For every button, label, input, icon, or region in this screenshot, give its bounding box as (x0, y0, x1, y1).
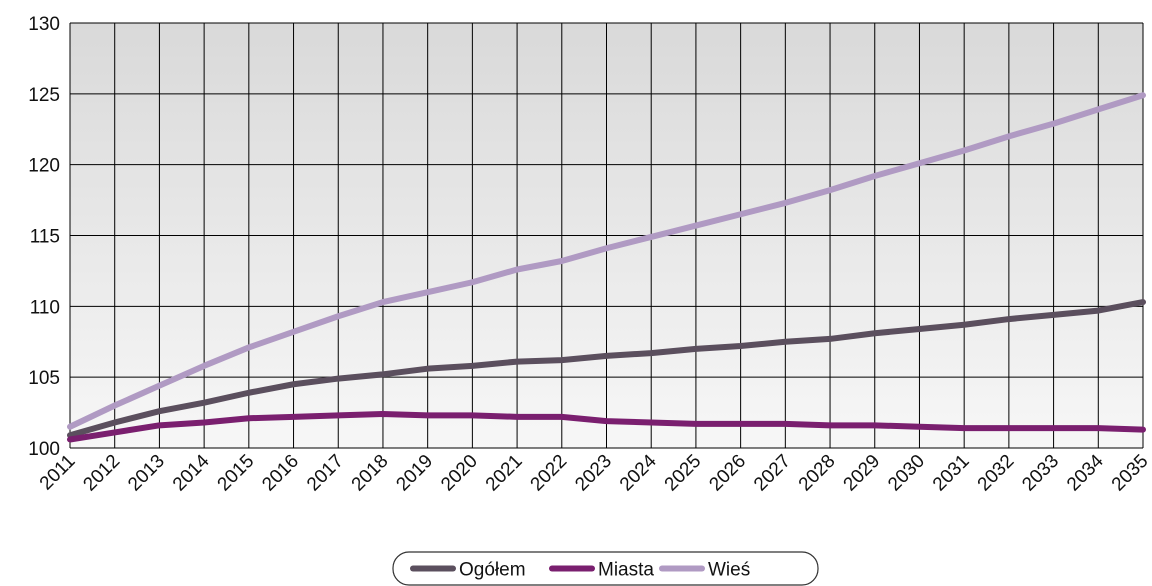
y-tick-label: 105 (28, 368, 60, 389)
y-tick-label: 120 (28, 156, 60, 177)
y-tick-label: 130 (28, 14, 60, 35)
x-tick-label: 2016 (258, 451, 303, 496)
x-tick-label: 2019 (392, 451, 437, 496)
y-tick-label: 100 (28, 439, 60, 460)
x-tick-label: 2031 (929, 451, 974, 496)
legend: Ogółem Miasta Wieś (392, 551, 819, 586)
x-tick-label: 2018 (348, 451, 393, 496)
series-line (67, 299, 1146, 439)
x-tick-label: 2032 (974, 451, 1019, 496)
legend-label: Miasta (598, 560, 654, 581)
x-tick-label: 2027 (750, 451, 795, 496)
series-line (67, 92, 1146, 430)
x-tick-label: 2021 (482, 451, 527, 496)
x-tick-label: 2030 (884, 451, 929, 496)
x-tick-label: 2014 (169, 450, 214, 495)
x-tick-label: 2033 (1018, 451, 1063, 496)
legend-label: Wieś (708, 560, 750, 581)
x-tick-label: 2015 (214, 451, 259, 496)
x-tick-label: 2023 (571, 451, 616, 496)
x-tick-label: 2025 (661, 451, 706, 496)
x-tick-label: 2020 (437, 451, 482, 496)
y-tick-label: 110 (30, 297, 60, 318)
x-tick-label: 2017 (303, 451, 348, 496)
x-tick-label: 2026 (705, 451, 750, 496)
y-tick-label: 125 (28, 85, 60, 106)
legend-label: Ogółem (459, 560, 526, 581)
x-tick-label: 2024 (616, 450, 661, 495)
x-tick-label: 2029 (840, 451, 885, 496)
x-tick-label: 2035 (1108, 451, 1152, 496)
x-tick-label: 2022 (527, 451, 572, 496)
lines (67, 92, 1146, 443)
y-tick-label: 115 (30, 227, 60, 248)
x-tick-label: 2034 (1063, 450, 1108, 495)
legend-box (392, 551, 819, 586)
x-tick-label: 2012 (79, 451, 124, 496)
series-line (67, 411, 1146, 443)
x-tick-label: 2028 (795, 451, 840, 496)
x-tick-label: 2013 (124, 451, 169, 496)
